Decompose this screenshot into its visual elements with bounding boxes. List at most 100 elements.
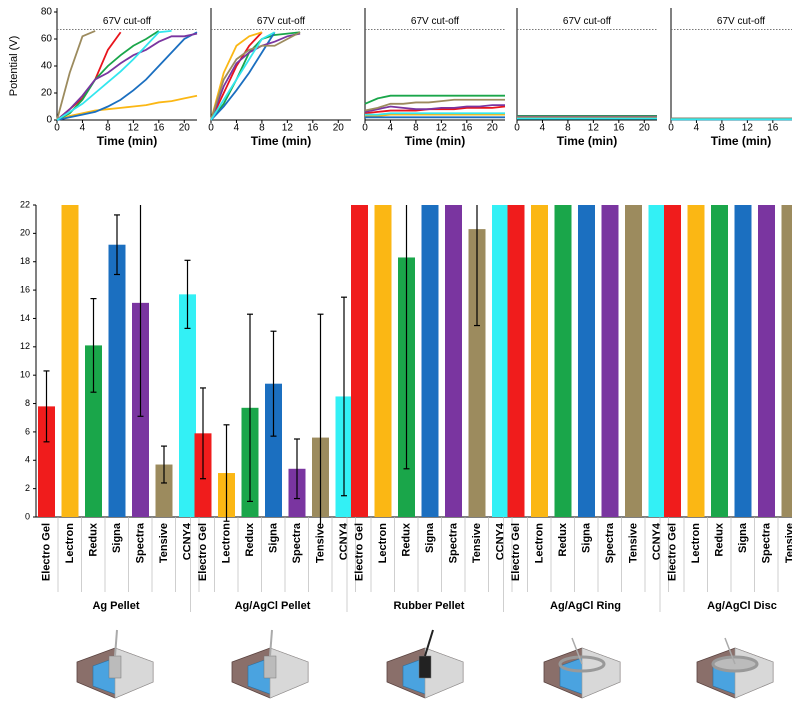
x-tick-label: 12 bbox=[282, 123, 294, 134]
error-bar bbox=[223, 424, 230, 522]
x-tick-label: 0 bbox=[362, 123, 368, 134]
x-tick-label: Redux bbox=[557, 522, 569, 557]
error-bar bbox=[137, 205, 144, 417]
x-tick-label: 0 bbox=[514, 123, 520, 134]
x-tick-label: Signa bbox=[111, 522, 123, 553]
bar bbox=[601, 205, 619, 517]
icon-face bbox=[424, 647, 464, 699]
bar bbox=[734, 205, 752, 517]
error-bar bbox=[90, 298, 97, 393]
group-label: Ag/AgCl Disc bbox=[707, 600, 777, 612]
bar bbox=[38, 406, 55, 517]
x-tick-label: 8 bbox=[413, 123, 419, 134]
icon-pellet bbox=[418, 655, 432, 679]
annotation: 67V cut-off bbox=[257, 16, 305, 27]
series-line bbox=[56, 31, 198, 121]
x-tick-label: CCNY4 bbox=[338, 522, 350, 560]
x-tick-label: Electro Gel bbox=[510, 523, 522, 581]
bar bbox=[648, 205, 666, 517]
y-tick-label: 4 bbox=[25, 455, 30, 465]
x-tick-label: 8 bbox=[565, 123, 571, 134]
electrode-icon bbox=[386, 629, 464, 699]
error-bar bbox=[43, 370, 50, 443]
annotation: 67V cut-off bbox=[103, 16, 151, 27]
annotation: 67V cut-off bbox=[717, 16, 765, 27]
series-line bbox=[210, 31, 263, 121]
x-tick-label: CCNY4 bbox=[181, 522, 193, 560]
x-axis-label: Time (min) bbox=[557, 134, 617, 148]
y-tick-label: 16 bbox=[20, 284, 30, 294]
bar bbox=[61, 205, 79, 517]
icon-wire bbox=[424, 629, 434, 657]
y-tick-label: 6 bbox=[25, 426, 30, 436]
y-tick-label: 60 bbox=[41, 34, 53, 45]
x-axis-label: Time (min) bbox=[405, 134, 465, 148]
y-tick-label: 2 bbox=[25, 483, 30, 493]
series-line bbox=[210, 31, 276, 121]
x-tick-label: Signa bbox=[737, 522, 749, 553]
x-tick-label: Spectra bbox=[760, 522, 772, 563]
error-bar bbox=[317, 313, 324, 525]
bar bbox=[265, 383, 282, 517]
y-tick-label: 14 bbox=[20, 313, 30, 323]
x-tick-label: Lectron bbox=[533, 523, 545, 564]
y-tick-label: 0 bbox=[25, 511, 30, 521]
series-line bbox=[56, 30, 96, 121]
x-tick-label: 8 bbox=[719, 123, 725, 134]
error-bar bbox=[200, 387, 206, 480]
icon-pellet bbox=[263, 655, 277, 679]
y-tick-label: 40 bbox=[41, 61, 53, 72]
y-tick-label: 18 bbox=[20, 256, 30, 266]
x-tick-label: 16 bbox=[767, 123, 779, 134]
bar bbox=[421, 205, 439, 517]
icon-wire bbox=[571, 637, 583, 665]
x-tick-label: 4 bbox=[388, 123, 394, 134]
electrode-icon bbox=[543, 637, 621, 699]
x-tick-label: CCNY4 bbox=[651, 522, 663, 560]
bar bbox=[155, 464, 173, 517]
series-line bbox=[210, 31, 263, 121]
group-label: Ag/AgCl Ring bbox=[550, 600, 621, 612]
bar bbox=[351, 205, 368, 517]
icon-face bbox=[734, 647, 774, 699]
x-axis-label: Time (min) bbox=[97, 134, 157, 148]
bar bbox=[445, 205, 462, 517]
x-tick-label: 20 bbox=[333, 123, 345, 134]
y-tick-label: 0 bbox=[46, 115, 52, 126]
icon-wire bbox=[269, 629, 273, 657]
bar bbox=[711, 205, 728, 517]
y-tick-label: 12 bbox=[20, 341, 30, 351]
x-tick-label: Signa bbox=[424, 522, 436, 553]
x-tick-label: 16 bbox=[153, 123, 165, 134]
x-tick-label: Tensive bbox=[158, 523, 170, 563]
x-tick-label: Redux bbox=[400, 522, 412, 557]
error-bar bbox=[270, 330, 277, 437]
x-tick-label: 16 bbox=[307, 123, 319, 134]
series-line bbox=[364, 98, 505, 112]
x-tick-label: 0 bbox=[208, 123, 214, 134]
group-label: Ag/AgCl Pellet bbox=[235, 600, 311, 612]
x-tick-label: 12 bbox=[128, 123, 140, 134]
x-tick-label: Signa bbox=[580, 522, 592, 553]
icon-ring bbox=[558, 655, 606, 673]
y-tick-label: 10 bbox=[20, 370, 30, 380]
electrode-icon bbox=[231, 629, 309, 699]
series-line bbox=[56, 30, 172, 121]
x-tick-label: Tensive bbox=[314, 523, 326, 563]
icon-wire bbox=[114, 629, 118, 657]
error-bar bbox=[161, 445, 167, 484]
group-label: Rubber Pellet bbox=[394, 600, 465, 612]
x-tick-label: 12 bbox=[588, 123, 600, 134]
bar bbox=[781, 205, 792, 517]
x-tick-label: 20 bbox=[179, 123, 191, 134]
error-bar bbox=[247, 313, 253, 502]
x-tick-label: 0 bbox=[54, 123, 60, 134]
bar bbox=[85, 345, 102, 517]
x-tick-label: Electro Gel bbox=[666, 523, 678, 581]
x-tick-label: Electro Gel bbox=[40, 523, 52, 581]
x-tick-label: Tensive bbox=[471, 523, 483, 563]
icon-pellet bbox=[108, 655, 122, 679]
x-tick-label: Lectron bbox=[690, 523, 702, 564]
bar bbox=[179, 294, 196, 517]
